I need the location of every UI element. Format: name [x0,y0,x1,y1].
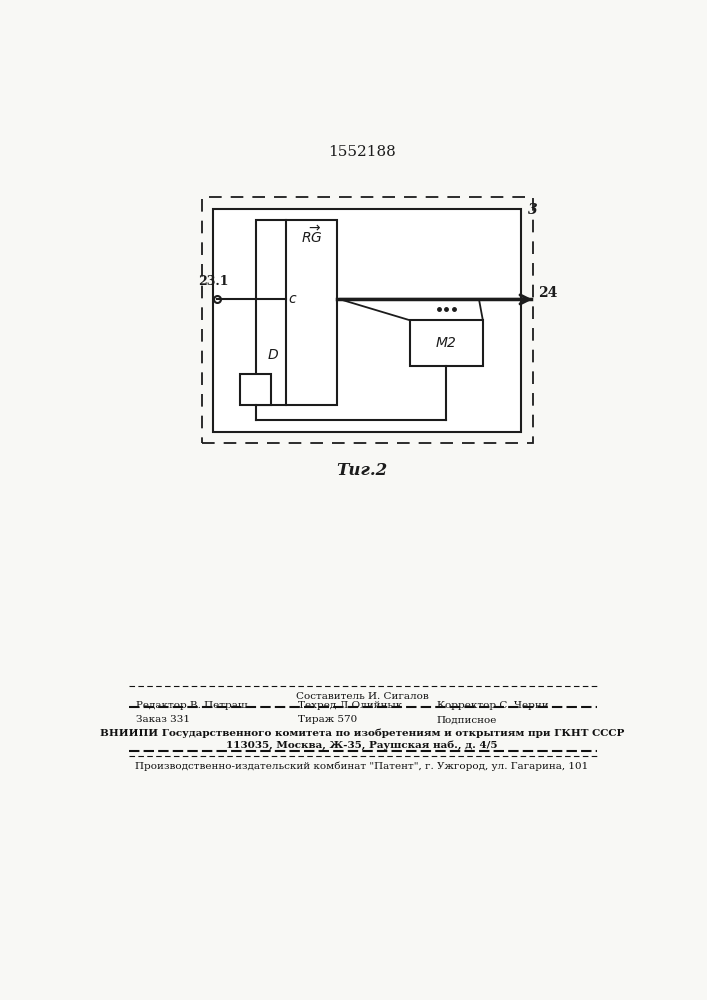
Bar [256,220,337,405]
Text: Редактор В. Петраш: Редактор В. Петраш [136,701,248,710]
Text: D: D [267,348,278,362]
Text: 24: 24 [538,286,558,300]
Text: Тираж 570: Тираж 570 [298,715,357,724]
Text: 1552188: 1552188 [328,145,396,159]
Bar [240,374,271,405]
Bar [409,320,483,366]
Text: Τиг.2: Τиг.2 [337,462,387,479]
Text: Заказ 331: Заказ 331 [136,715,190,724]
Text: $\overrightarrow{RG}$: $\overrightarrow{RG}$ [300,225,322,246]
Bar [201,197,533,443]
Text: Корректор С. Черни: Корректор С. Черни [437,701,548,710]
Text: 23.1: 23.1 [198,275,228,288]
Text: ВНИИПИ Государственного комитета по изобретениям и открытиям при ГКНТ СССР: ВНИИПИ Государственного комитета по изоб… [100,728,624,738]
Bar [214,209,521,432]
Text: 113035, Москва, Ж-35, Раушская наб., д. 4/5: 113035, Москва, Ж-35, Раушская наб., д. … [226,741,498,750]
Text: Подписное: Подписное [437,715,497,724]
Text: c: c [288,292,296,306]
Text: Производственно-издательский комбинат "Патент", г. Ужгород, ул. Гагарина, 101: Производственно-издательский комбинат "П… [135,761,588,771]
Text: M2: M2 [436,336,457,350]
Text: Составитель И. Сигалов: Составитель И. Сигалов [296,692,428,701]
Text: 3: 3 [527,203,537,217]
Text: Техред Л.Олийнык: Техред Л.Олийнык [298,701,402,710]
